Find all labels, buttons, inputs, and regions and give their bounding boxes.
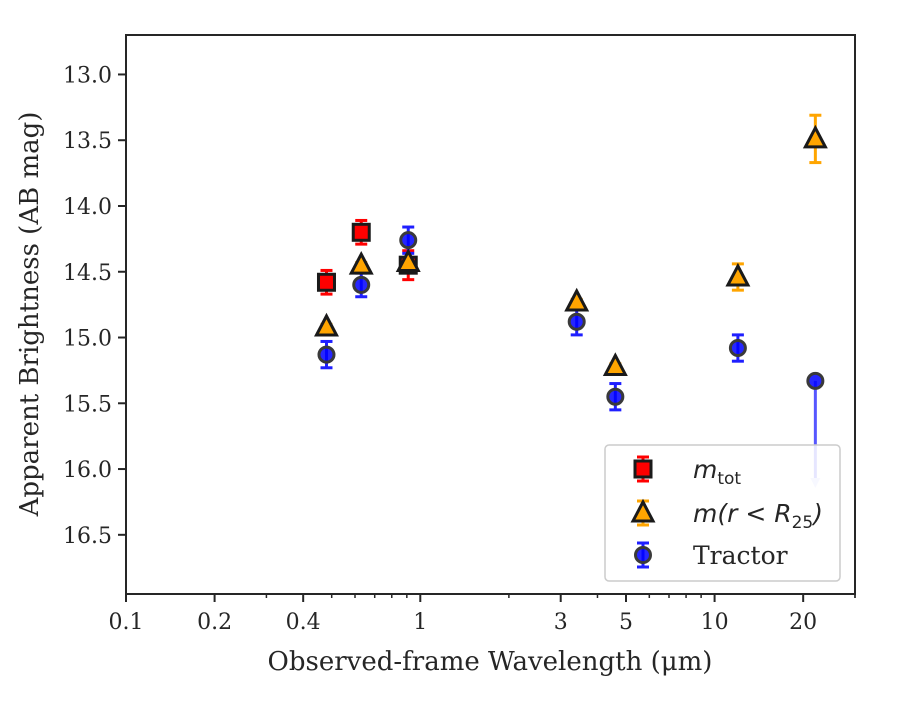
point-tractor	[317, 345, 336, 364]
legend: mtot m(r < R25) Tractor	[604, 444, 841, 582]
point-mtot	[351, 222, 371, 242]
x-tick-label: 0.4	[286, 610, 321, 635]
legend-label-tractor: Tractor	[693, 541, 788, 570]
point-mr25	[564, 287, 590, 312]
legend-marker-mtot	[633, 459, 653, 479]
y-tick-label: 13.0	[63, 63, 112, 88]
x-tick-label: 3	[554, 610, 568, 635]
point-tractor	[606, 387, 625, 406]
legend-marker-tractor	[634, 546, 652, 564]
x-tick-label: 20	[789, 610, 817, 635]
y-tick-label: 13.5	[63, 129, 112, 154]
point-mr25	[602, 352, 628, 376]
point-mtot	[316, 272, 336, 292]
x-tick-label: 0.1	[109, 610, 144, 635]
legend-label-mtot: mtot	[693, 455, 741, 489]
point-tractor	[567, 312, 586, 331]
y-tick-label: 16.0	[63, 458, 112, 483]
y-tick-label: 15.5	[63, 392, 112, 417]
x-tick-label: 0.2	[197, 610, 232, 635]
point-mr25	[802, 124, 828, 149]
legend-marker-mr25	[630, 498, 656, 523]
y-tick-label: 16.5	[63, 524, 112, 549]
legend-box	[604, 444, 841, 582]
point-tractor	[806, 371, 825, 390]
y-axis-title: Apparent Brightness (AB mag)	[15, 112, 45, 518]
plot-frame	[125, 34, 856, 595]
point-tractor	[352, 275, 371, 294]
x-tick-label: 5	[619, 610, 633, 635]
point-mr25	[395, 248, 421, 273]
x-axis-title: Observed-frame Wavelength (μm)	[268, 647, 713, 677]
point-mr25	[348, 250, 374, 275]
y-tick-label: 14.0	[63, 195, 112, 220]
y-tick-label: 14.5	[63, 261, 112, 286]
point-tractor	[728, 339, 747, 358]
x-tick-label: 1	[413, 610, 427, 635]
x-tick-label: 10	[701, 610, 729, 635]
point-mr25	[314, 312, 339, 337]
point-mr25	[725, 262, 751, 287]
y-tick-label: 15.0	[63, 327, 112, 352]
point-tractor	[399, 231, 418, 250]
legend-label-mr25: m(r < R25)	[693, 499, 823, 533]
